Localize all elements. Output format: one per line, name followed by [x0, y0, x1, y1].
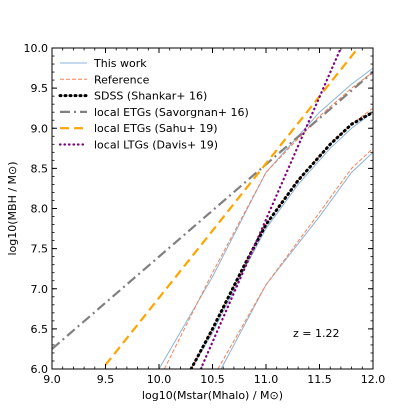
x-tick-label: 11.0 — [254, 373, 279, 386]
series-line-local-etgs-sahu-19 — [104, 48, 359, 366]
y-tick-label: 10.0 — [24, 42, 49, 55]
y-axis-label: log10(MBH / M⊙) — [6, 161, 19, 255]
x-tick-label: 11.5 — [307, 373, 332, 386]
y-tick-label: 8.5 — [31, 162, 49, 175]
series-line-reference-lower — [217, 147, 373, 369]
y-tick-label: 6.0 — [31, 363, 49, 376]
legend-label-reference: Reference — [94, 73, 150, 86]
y-tick-label: 7.5 — [31, 243, 49, 256]
series-line-reference-upper — [163, 71, 373, 369]
data-lines — [52, 48, 373, 369]
legend-label-local-etgs-savorgnan-16: local ETGs (Savorgnan+ 16) — [94, 106, 249, 119]
redshift-annotation: z = 1.22 — [293, 327, 339, 340]
legend-label-local-ltgs-davis-19: local LTGs (Davis+ 19) — [94, 139, 218, 152]
legend: This work Reference SDSS (Shankar+ 16) loca… — [58, 57, 249, 152]
x-tick-label: 9.5 — [97, 373, 115, 386]
series-line-reference — [190, 107, 373, 369]
x-tick-label: 12.0 — [361, 373, 386, 386]
legend-label-this-work: This work — [93, 57, 147, 70]
y-tick-label: 9.0 — [31, 122, 49, 135]
series-line-this-work-lower — [220, 151, 373, 369]
ticks: 9.0 9.5 10.0 10.5 11.0 11.5 12.0 6.0 6.5 7.0 7.5 8.… — [24, 42, 386, 386]
y-tick-label: 6.5 — [31, 323, 49, 336]
y-tick-label: 7.0 — [31, 283, 49, 296]
y-tick-label: 8.0 — [31, 203, 49, 216]
series-line-this-work — [190, 111, 373, 369]
legend-label-sdss-shankar-16: SDSS (Shankar+ 16) — [94, 90, 207, 103]
legend-label-local-etgs-sahu-19: local ETGs (Sahu+ 19) — [94, 122, 218, 135]
series-line-local-ltgs-davis-19 — [199, 48, 342, 369]
x-axis-label: log10(Mstar(Mhalo) / M⊙) — [142, 389, 283, 402]
x-tick-label: 10.5 — [200, 373, 225, 386]
x-tick-label: 9.0 — [43, 373, 61, 386]
series-line-sdss-shankar-16 — [189, 110, 373, 369]
series-line-this-work-upper — [158, 67, 373, 369]
x-tick-label: 10.0 — [147, 373, 172, 386]
y-tick-label: 9.5 — [31, 82, 49, 95]
